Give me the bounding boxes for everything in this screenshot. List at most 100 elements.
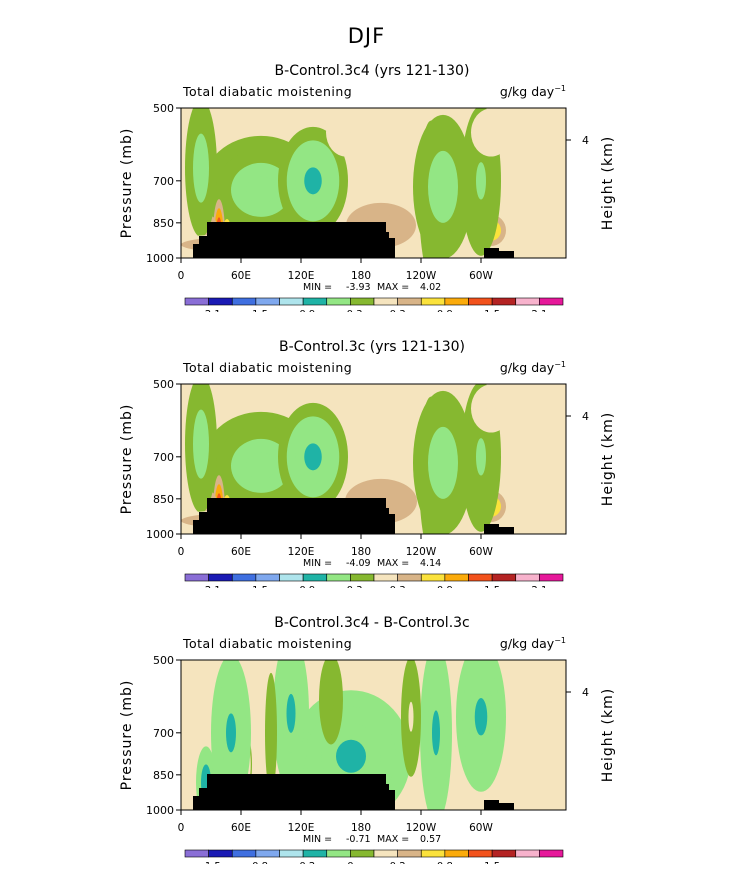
plot-frame xyxy=(180,383,567,535)
colorbar-swatch xyxy=(184,297,209,306)
colorbar-swatch xyxy=(326,297,351,306)
contour-blob xyxy=(328,688,334,711)
colorbar-label: −1.5 xyxy=(244,585,268,588)
chart-svg-1: B-Control.3c4 (yrs 121-130) Total diabat… xyxy=(119,63,616,312)
x-tick-label: 0 xyxy=(178,822,185,834)
units-label: g/kg day−1 xyxy=(500,636,566,651)
colorbar-swatch xyxy=(302,573,328,582)
colorbar-label: 1.5 xyxy=(484,309,500,312)
plot-frame xyxy=(180,107,567,259)
y-tick-label: 1000 xyxy=(146,252,174,265)
colorbar: −1.5 −0.8 −0.2 0 0.2 0.8 1.5 xyxy=(184,849,564,864)
y-right-tick-label: 4 xyxy=(582,686,589,699)
x-tick-label: 0 xyxy=(178,270,185,282)
variable-label: Total diabatic moistening xyxy=(182,360,352,375)
colorbar-swatch xyxy=(444,849,469,858)
page-title: DJF xyxy=(347,24,386,48)
contour-blob xyxy=(197,150,205,186)
colorbar-swatch xyxy=(468,849,493,858)
x-tick-label: 0 xyxy=(178,546,185,558)
colorbar-label: 2.1 xyxy=(531,585,547,588)
chart-panel-1: B-Control.3c4 (yrs 121-130) Total diabat… xyxy=(0,58,733,312)
y-axis-right-label: Height (km) xyxy=(600,412,616,506)
topography-block xyxy=(301,802,307,810)
max-value: 4.14 xyxy=(420,558,441,569)
min-label: MIN = xyxy=(303,834,332,845)
min-value: -4.09 xyxy=(346,558,371,569)
colorbar-swatch xyxy=(444,297,469,306)
topography-mask xyxy=(193,222,514,258)
colorbar-label: 0.9 xyxy=(437,585,453,588)
topography-block xyxy=(289,528,299,534)
x-axis: 0 60E 120E 180 120W 60W xyxy=(178,810,493,834)
x-tick-label: 120W xyxy=(406,822,437,834)
x-tick-label: 180 xyxy=(351,822,371,834)
colorbar-label: 1.5 xyxy=(484,861,500,864)
y-tick-label: 700 xyxy=(153,727,174,740)
colorbar-swatch xyxy=(444,573,469,582)
chart-title: B-Control.3c4 - B-Control.3c xyxy=(274,615,470,631)
colorbar-label: 0.9 xyxy=(437,309,453,312)
plot-border xyxy=(180,659,567,811)
colorbar-swatch xyxy=(420,297,446,306)
colorbar-label: −0.3 xyxy=(338,585,362,588)
chart-svg-2: B-Control.3c (yrs 121-130) Total diabati… xyxy=(119,339,616,588)
y-tick-label: 850 xyxy=(153,493,174,506)
colorbar-label: −1.5 xyxy=(196,861,220,864)
topography-block xyxy=(499,527,514,534)
colorbar-swatch xyxy=(515,849,540,858)
x-tick-label: 60E xyxy=(231,546,251,558)
chart-title: B-Control.3c4 (yrs 121-130) xyxy=(275,63,470,79)
colorbar-label: −2.1 xyxy=(196,309,220,312)
min-max-readout: MIN = -4.09 MAX = 4.14 xyxy=(303,558,441,569)
contour-blob xyxy=(476,438,486,476)
colorbar-swatch xyxy=(231,573,257,582)
y-tick-label: 500 xyxy=(153,654,174,667)
y-tick-label: 500 xyxy=(153,102,174,115)
units-label: g/kg day−1 xyxy=(500,360,566,375)
topography-block xyxy=(484,248,499,258)
x-tick-label: 60W xyxy=(469,270,493,282)
contour-blob xyxy=(304,443,322,471)
colorbar-swatch xyxy=(397,573,422,582)
chart-svg-3: B-Control.3c4 - B-Control.3c Total diaba… xyxy=(119,615,616,864)
y-tick-label: 700 xyxy=(153,451,174,464)
contour-blob xyxy=(197,426,205,462)
colorbar-swatch xyxy=(350,297,375,306)
colorbar-label: −0.2 xyxy=(291,861,315,864)
topography-block xyxy=(289,804,299,810)
colorbar-swatch xyxy=(397,297,422,306)
y-axis-label: Pressure (mb) xyxy=(119,404,135,515)
x-tick-label: 120W xyxy=(406,546,437,558)
colorbar-swatch xyxy=(231,297,257,306)
y-axis-label: Pressure (mb) xyxy=(119,680,135,791)
colorbar-label: 0.3 xyxy=(390,585,406,588)
colorbar-swatch xyxy=(231,849,257,858)
x-axis: 0 60E 120E 180 120W 60W xyxy=(178,534,493,558)
y-right-tick-label: 4 xyxy=(582,410,589,423)
colorbar-swatch xyxy=(208,297,233,306)
x-axis: 0 60E 120E 180 120W 60W xyxy=(178,258,493,282)
contour-blob xyxy=(341,126,351,139)
contour-blob xyxy=(246,452,276,480)
y-right-tick-label: 4 xyxy=(582,134,589,147)
x-tick-label: 60W xyxy=(469,546,493,558)
y-axis-right-label: Height (km) xyxy=(600,136,616,230)
colorbar-label: 2.1 xyxy=(531,309,547,312)
colorbar-swatch xyxy=(373,573,398,582)
colorbar-swatch xyxy=(326,849,351,858)
units-label: g/kg day−1 xyxy=(500,84,566,99)
topography-block xyxy=(315,529,321,534)
colorbar-swatch xyxy=(208,849,233,858)
contour-blob xyxy=(432,710,440,756)
topography-block xyxy=(221,238,395,258)
colorbar-swatch xyxy=(279,297,304,306)
topography-block xyxy=(499,251,514,258)
x-tick-label: 120E xyxy=(288,822,315,834)
colorbar-label: 0.2 xyxy=(390,861,406,864)
y-axis-right: 4 xyxy=(566,134,589,147)
y-axis-label: Pressure (mb) xyxy=(119,128,135,239)
colorbar-swatch xyxy=(279,573,304,582)
y-tick-label: 700 xyxy=(153,175,174,188)
x-tick-label: 120E xyxy=(288,546,315,558)
